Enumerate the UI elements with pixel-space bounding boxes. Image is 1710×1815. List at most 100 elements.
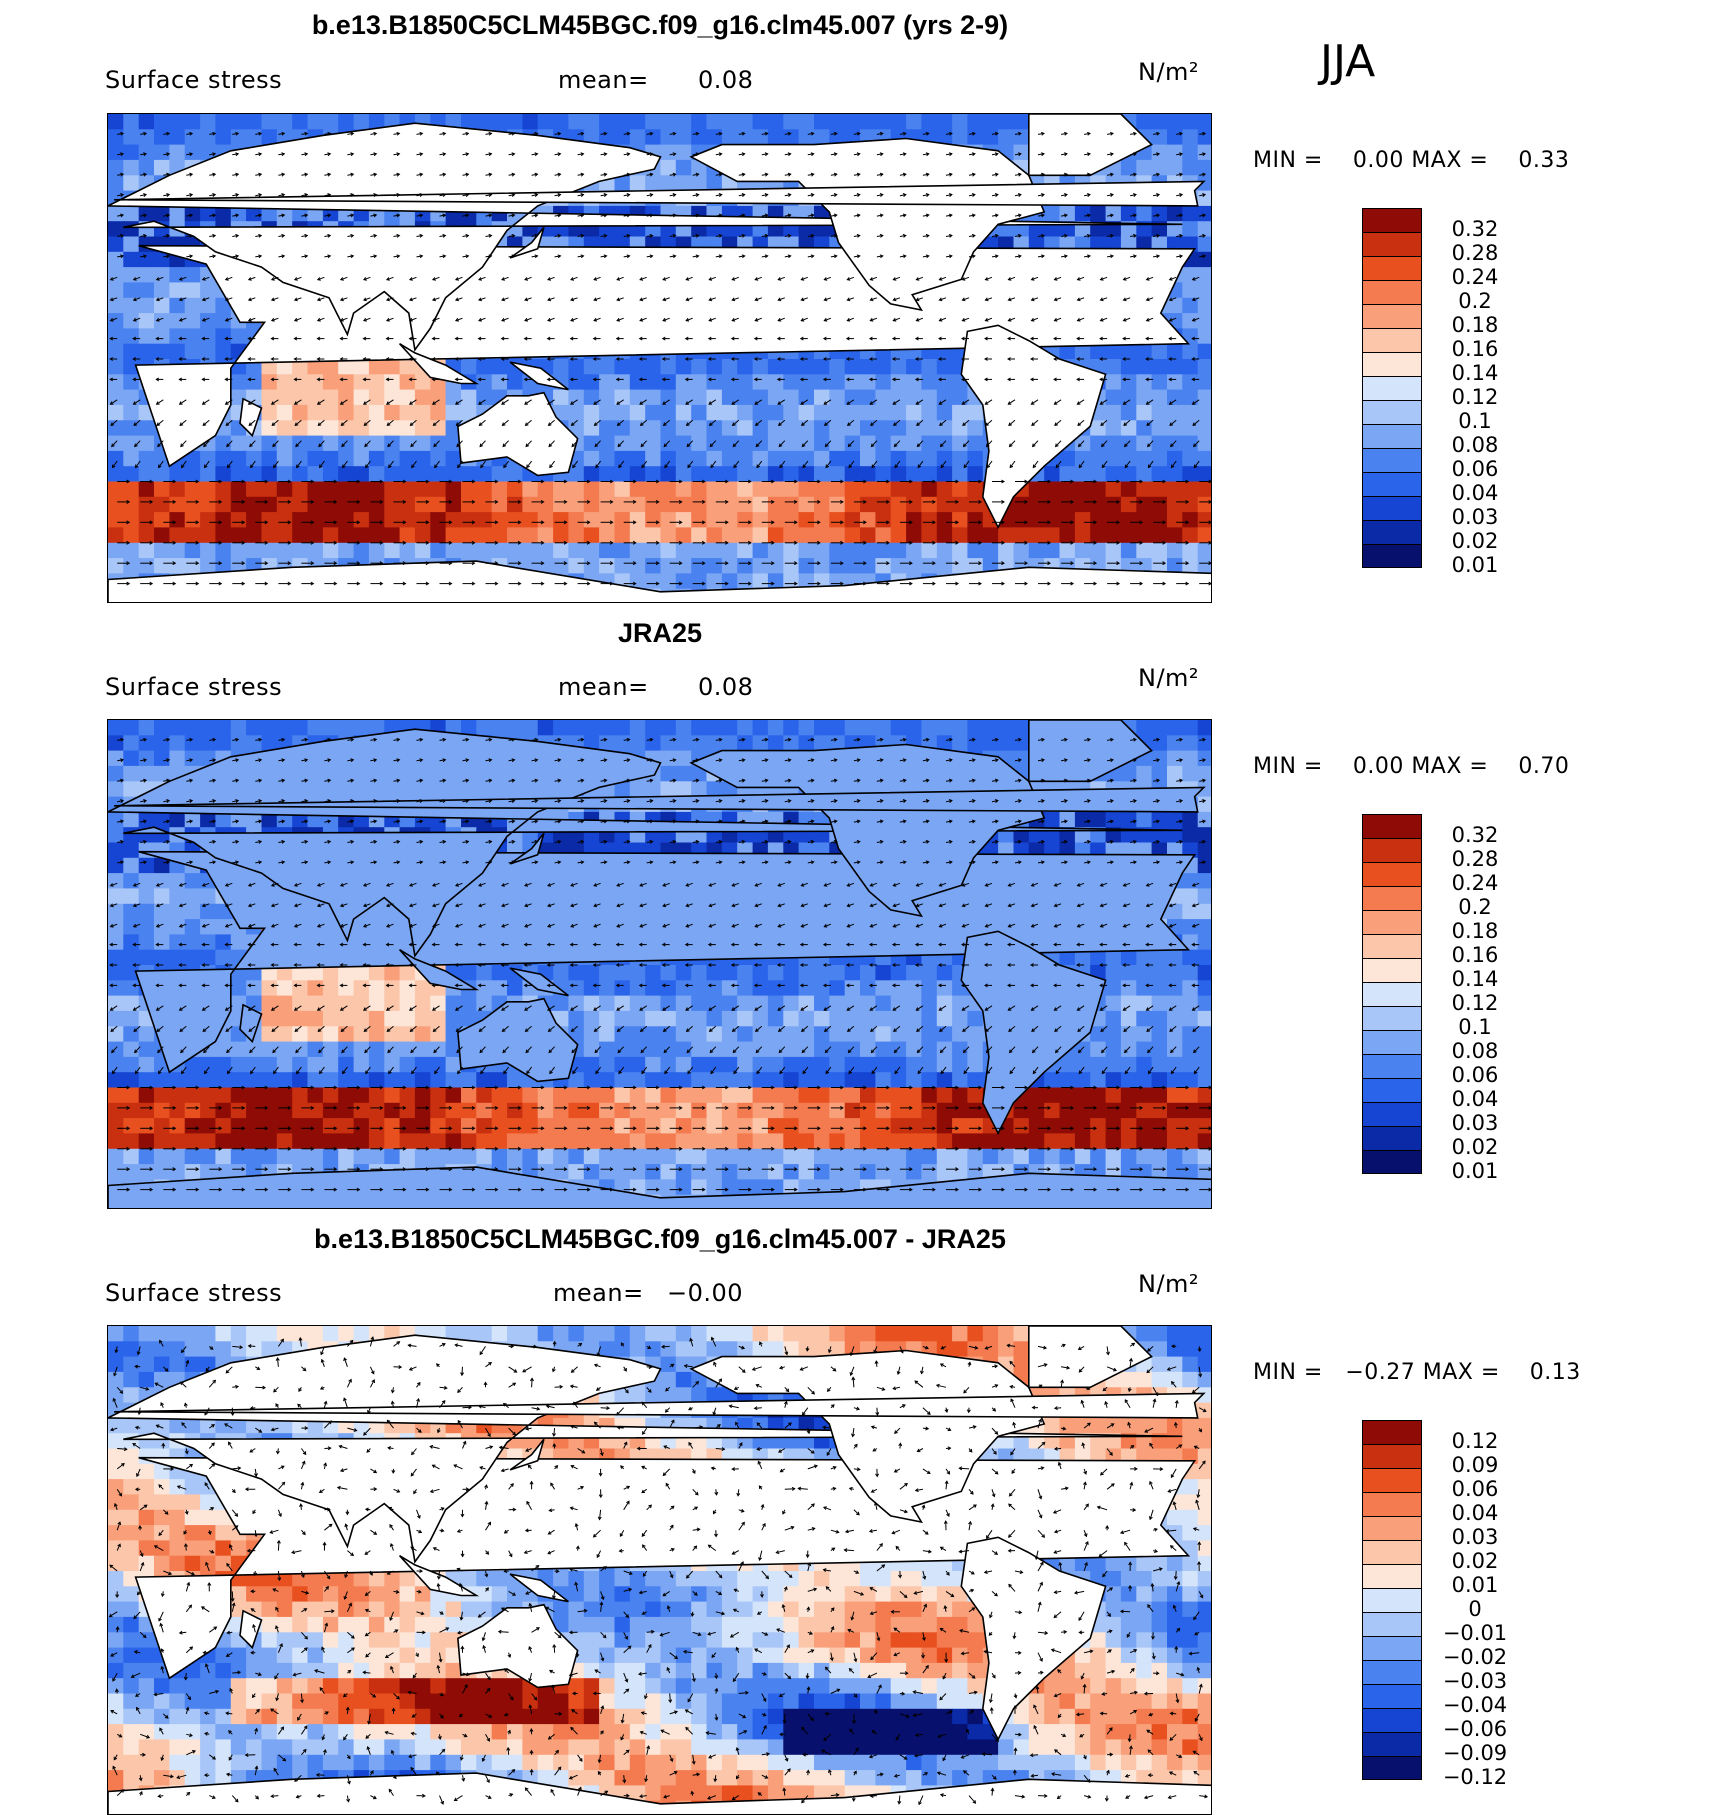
field-cell xyxy=(1013,720,1030,736)
wind-vector xyxy=(801,440,809,447)
wind-vector xyxy=(386,419,394,426)
wind-vector-head xyxy=(478,277,483,281)
wind-vector-head xyxy=(272,443,276,448)
wind-vector-head xyxy=(580,213,585,218)
wind-vector-head xyxy=(986,464,991,469)
field-cell xyxy=(1105,389,1122,406)
wind-vector xyxy=(508,173,515,176)
wind-vector-head xyxy=(955,581,959,586)
wind-vector xyxy=(1008,419,1016,426)
wind-vector-head xyxy=(364,443,368,448)
field-cell xyxy=(737,466,754,483)
wind-vector-head xyxy=(385,336,390,341)
field-cell xyxy=(906,450,922,467)
wind-vector xyxy=(1054,276,1062,281)
wind-vector-head xyxy=(672,172,677,177)
field-cell xyxy=(1059,496,1076,513)
field-cell xyxy=(1197,236,1211,253)
wind-vector-head xyxy=(120,193,125,197)
field-cell xyxy=(138,750,155,767)
wind-vector xyxy=(140,214,147,217)
field-cell xyxy=(721,512,738,528)
wind-vector-head xyxy=(655,581,660,586)
wind-vector-head xyxy=(408,317,413,322)
field-cell xyxy=(169,328,186,345)
wind-vector-head xyxy=(939,422,943,427)
wind-vector xyxy=(186,214,193,217)
field-cell xyxy=(1120,765,1137,782)
wind-vector-head xyxy=(180,464,185,469)
wind-vector-head xyxy=(741,131,746,136)
wind-vector-head xyxy=(994,213,999,218)
field-cell xyxy=(936,527,953,544)
field-cell xyxy=(583,496,600,513)
wind-vector xyxy=(485,173,492,176)
wind-vector-head xyxy=(356,520,361,525)
wind-vector xyxy=(945,214,952,217)
panel-1-minmax: MIN = 0.00 MAX = 0.33 xyxy=(1253,148,1569,173)
wind-vector-head xyxy=(454,297,459,302)
field-cell xyxy=(1182,750,1199,767)
field-cell xyxy=(1182,765,1199,782)
coastline xyxy=(399,343,480,385)
wind-vector xyxy=(271,317,279,322)
field-cell xyxy=(952,129,968,146)
field-cell xyxy=(230,512,247,528)
field-cell xyxy=(1167,144,1183,161)
field-cell xyxy=(767,735,784,752)
wind-vector xyxy=(502,419,509,426)
field-cell xyxy=(491,374,508,391)
wind-vector xyxy=(618,460,625,468)
wind-vector xyxy=(255,255,262,258)
wind-vector xyxy=(432,297,440,301)
wind-vector xyxy=(686,276,693,281)
wind-vector xyxy=(876,153,883,156)
field-cell xyxy=(1167,420,1183,437)
wind-vector xyxy=(526,460,533,468)
field-cell xyxy=(1136,359,1153,375)
wind-vector xyxy=(669,235,676,237)
wind-vector xyxy=(662,297,670,301)
field-cell xyxy=(952,496,968,513)
field-cell xyxy=(276,542,293,559)
wind-vector-head xyxy=(787,233,792,238)
wind-vector-head xyxy=(825,464,830,469)
wind-vector-head xyxy=(1191,297,1196,302)
field-cell xyxy=(1197,496,1211,513)
field-cell xyxy=(798,114,815,130)
field-cell xyxy=(307,481,324,498)
wind-vector-head xyxy=(639,422,644,427)
wind-vector xyxy=(686,419,694,426)
wind-vector-head xyxy=(978,581,982,586)
panel-1-max-value: 0.33 xyxy=(1518,148,1570,173)
wind-vector-head xyxy=(471,520,476,525)
field-cell xyxy=(691,512,708,528)
wind-vector-head xyxy=(664,464,668,469)
field-cell xyxy=(123,435,140,452)
wind-vector xyxy=(639,297,647,301)
wind-vector xyxy=(524,276,532,281)
wind-vector-head xyxy=(143,213,148,218)
wind-vector-head xyxy=(212,131,217,136)
field-cell xyxy=(1136,205,1153,222)
wind-vector xyxy=(1055,460,1062,468)
field-cell xyxy=(553,389,569,406)
wind-vector-head xyxy=(432,422,437,427)
field-cell xyxy=(123,236,140,253)
wind-vector-head xyxy=(810,152,815,157)
field-cell xyxy=(798,466,815,483)
wind-vector-head xyxy=(143,254,148,259)
wind-vector-head xyxy=(143,172,148,177)
wind-vector-head xyxy=(126,581,131,586)
field-cell xyxy=(829,359,846,375)
field-cell xyxy=(215,129,232,146)
field-cell xyxy=(276,404,293,421)
wind-vector-head xyxy=(701,581,706,586)
field-cell xyxy=(1182,404,1199,421)
field-cell xyxy=(1151,481,1168,498)
field-cell xyxy=(767,542,784,559)
field-cell xyxy=(353,114,370,130)
field-cell xyxy=(998,542,1014,559)
wind-vector xyxy=(186,194,193,197)
wind-vector-head xyxy=(1179,233,1184,238)
